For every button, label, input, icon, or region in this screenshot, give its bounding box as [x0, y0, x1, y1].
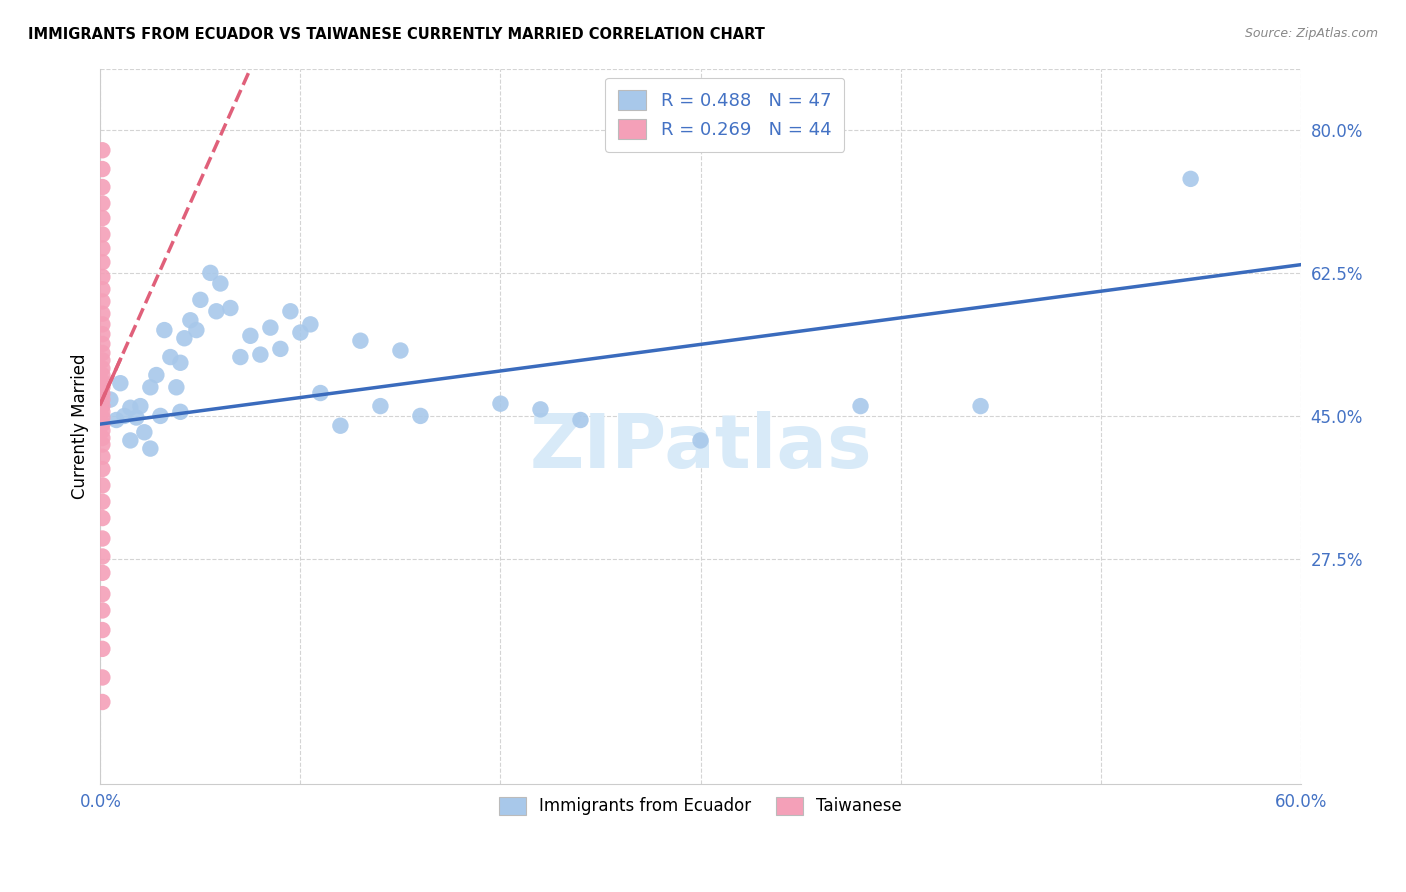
Point: [349, 334, 371, 348]
Point: [91, 431, 114, 445]
Point: [569, 413, 592, 427]
Point: [134, 425, 156, 440]
Point: [125, 410, 148, 425]
Point: [149, 409, 172, 423]
Point: [259, 320, 281, 334]
Point: [91, 392, 114, 407]
Point: [91, 180, 114, 194]
Point: [969, 399, 991, 413]
Point: [299, 318, 322, 332]
Point: [529, 402, 551, 417]
Point: [91, 143, 114, 157]
Text: IMMIGRANTS FROM ECUADOR VS TAIWANESE CURRENTLY MARRIED CORRELATION CHART: IMMIGRANTS FROM ECUADOR VS TAIWANESE CUR…: [28, 27, 765, 42]
Point: [205, 304, 228, 318]
Point: [91, 399, 114, 413]
Point: [173, 331, 195, 345]
Point: [239, 328, 262, 343]
Point: [91, 437, 114, 451]
Point: [329, 418, 352, 433]
Point: [1180, 172, 1202, 186]
Point: [120, 434, 142, 448]
Legend: Immigrants from Ecuador, Taiwanese: Immigrants from Ecuador, Taiwanese: [489, 787, 912, 825]
Point: [290, 326, 312, 340]
Point: [129, 399, 152, 413]
Point: [91, 162, 114, 177]
Point: [91, 337, 114, 351]
Point: [145, 368, 167, 382]
Point: [105, 413, 128, 427]
Point: [179, 313, 201, 327]
Point: [169, 405, 191, 419]
Point: [91, 241, 114, 255]
Point: [489, 397, 512, 411]
Point: [91, 375, 114, 389]
Point: [91, 307, 114, 321]
Point: [159, 350, 181, 364]
Y-axis label: Currently Married: Currently Married: [72, 353, 89, 499]
Point: [409, 409, 432, 423]
Point: [249, 348, 271, 362]
Point: [91, 587, 114, 601]
Point: [209, 277, 232, 291]
Point: [689, 434, 711, 448]
Point: [91, 368, 114, 382]
Point: [91, 327, 114, 342]
Point: [165, 380, 187, 394]
Point: [269, 342, 291, 356]
Point: [91, 450, 114, 464]
Text: ZIPatlas: ZIPatlas: [529, 411, 872, 484]
Point: [91, 478, 114, 492]
Point: [200, 266, 222, 280]
Point: [849, 399, 872, 413]
Point: [169, 356, 191, 370]
Point: [190, 293, 212, 307]
Point: [91, 671, 114, 685]
Point: [91, 361, 114, 376]
Point: [91, 603, 114, 617]
Point: [91, 196, 114, 211]
Point: [91, 417, 114, 431]
Point: [91, 227, 114, 242]
Point: [91, 255, 114, 269]
Point: [91, 566, 114, 580]
Point: [91, 641, 114, 656]
Point: [91, 346, 114, 360]
Point: [91, 532, 114, 546]
Point: [91, 405, 114, 419]
Point: [91, 410, 114, 425]
Point: [139, 442, 162, 456]
Point: [98, 392, 121, 407]
Point: [186, 323, 208, 337]
Point: [91, 462, 114, 476]
Point: [91, 380, 114, 394]
Text: Source: ZipAtlas.com: Source: ZipAtlas.com: [1244, 27, 1378, 40]
Point: [139, 380, 162, 394]
Point: [91, 353, 114, 368]
Point: [229, 350, 252, 364]
Point: [280, 304, 302, 318]
Point: [153, 323, 176, 337]
Point: [91, 387, 114, 401]
Point: [309, 386, 332, 401]
Point: [91, 424, 114, 438]
Point: [370, 399, 392, 413]
Point: [91, 294, 114, 309]
Point: [91, 282, 114, 296]
Point: [112, 409, 135, 423]
Point: [91, 269, 114, 284]
Point: [91, 494, 114, 508]
Point: [219, 301, 242, 315]
Point: [91, 623, 114, 637]
Point: [120, 401, 142, 415]
Point: [91, 549, 114, 564]
Point: [91, 211, 114, 226]
Point: [389, 343, 412, 358]
Point: [110, 376, 132, 391]
Point: [91, 695, 114, 709]
Point: [91, 511, 114, 525]
Point: [91, 318, 114, 332]
